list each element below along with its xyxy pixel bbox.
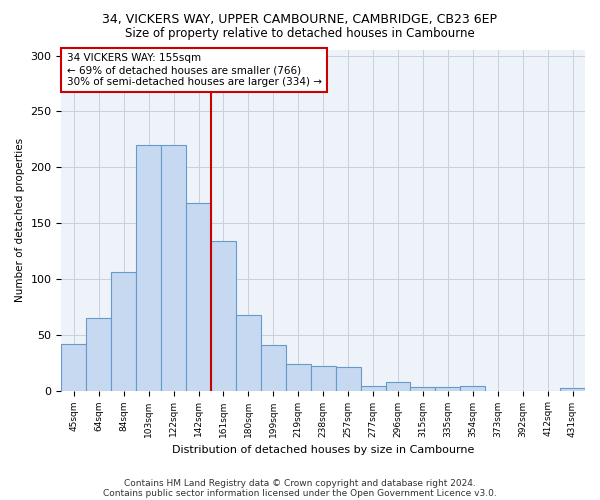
Bar xyxy=(286,364,311,390)
Text: 34 VICKERS WAY: 155sqm
← 69% of detached houses are smaller (766)
30% of semi-de: 34 VICKERS WAY: 155sqm ← 69% of detached… xyxy=(67,54,322,86)
Bar xyxy=(436,387,460,390)
Bar xyxy=(386,382,410,390)
Text: 34, VICKERS WAY, UPPER CAMBOURNE, CAMBRIDGE, CB23 6EP: 34, VICKERS WAY, UPPER CAMBOURNE, CAMBRI… xyxy=(103,12,497,26)
Text: Contains public sector information licensed under the Open Government Licence v3: Contains public sector information licen… xyxy=(103,488,497,498)
Y-axis label: Number of detached properties: Number of detached properties xyxy=(15,138,25,302)
Bar xyxy=(460,386,485,390)
Bar xyxy=(560,388,585,390)
Bar xyxy=(86,318,111,390)
Bar xyxy=(335,367,361,390)
Text: Contains HM Land Registry data © Crown copyright and database right 2024.: Contains HM Land Registry data © Crown c… xyxy=(124,478,476,488)
Bar xyxy=(61,344,86,390)
Text: Size of property relative to detached houses in Cambourne: Size of property relative to detached ho… xyxy=(125,28,475,40)
Bar xyxy=(161,145,186,390)
Bar xyxy=(186,203,211,390)
X-axis label: Distribution of detached houses by size in Cambourne: Distribution of detached houses by size … xyxy=(172,445,475,455)
Bar xyxy=(236,314,261,390)
Bar xyxy=(111,272,136,390)
Bar xyxy=(311,366,335,390)
Bar xyxy=(410,387,436,390)
Bar xyxy=(136,145,161,390)
Bar xyxy=(211,241,236,390)
Bar xyxy=(361,386,386,390)
Bar xyxy=(261,345,286,391)
